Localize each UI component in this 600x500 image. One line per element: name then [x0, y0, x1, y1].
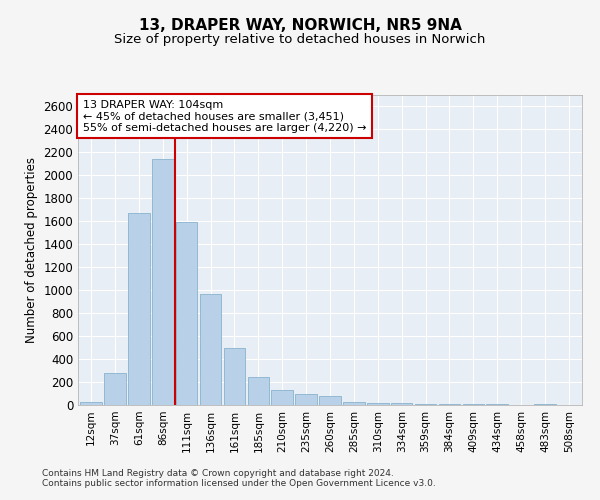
Bar	[128, 214, 149, 405]
Bar	[224, 348, 245, 405]
Bar	[439, 404, 460, 405]
Bar	[176, 222, 197, 405]
Bar	[487, 404, 508, 405]
Text: Size of property relative to detached houses in Norwich: Size of property relative to detached ho…	[115, 32, 485, 46]
Y-axis label: Number of detached properties: Number of detached properties	[25, 157, 38, 343]
Bar	[534, 404, 556, 405]
Bar	[367, 404, 389, 405]
Text: Contains HM Land Registry data © Crown copyright and database right 2024.: Contains HM Land Registry data © Crown c…	[42, 469, 394, 478]
Bar	[415, 404, 436, 405]
Bar	[248, 378, 269, 405]
Bar	[463, 404, 484, 405]
Bar	[152, 160, 173, 405]
Bar	[319, 396, 341, 405]
Bar	[80, 402, 102, 405]
Bar	[104, 373, 126, 405]
Bar	[271, 390, 293, 405]
Bar	[391, 404, 412, 405]
Bar	[200, 294, 221, 405]
Text: Contains public sector information licensed under the Open Government Licence v3: Contains public sector information licen…	[42, 479, 436, 488]
Text: 13 DRAPER WAY: 104sqm
← 45% of detached houses are smaller (3,451)
55% of semi-d: 13 DRAPER WAY: 104sqm ← 45% of detached …	[83, 100, 367, 133]
Bar	[343, 402, 365, 405]
Bar	[295, 394, 317, 405]
Text: 13, DRAPER WAY, NORWICH, NR5 9NA: 13, DRAPER WAY, NORWICH, NR5 9NA	[139, 18, 461, 32]
